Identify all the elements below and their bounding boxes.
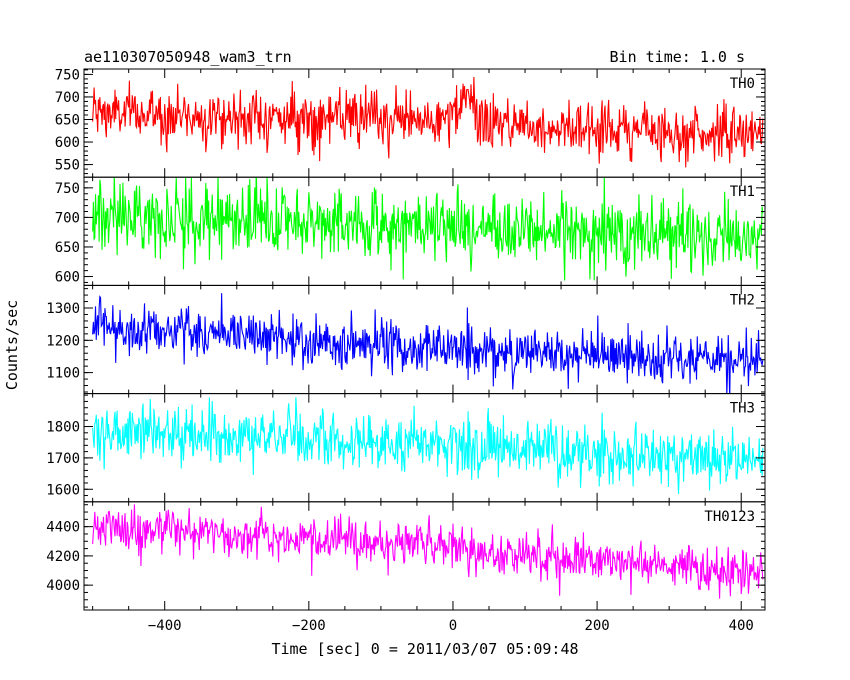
- series-line-th0123: [92, 504, 764, 599]
- y-tick-label: 550: [55, 158, 80, 174]
- y-axis-title: Counts/sec: [3, 300, 21, 390]
- y-tick-label: 4200: [46, 549, 80, 565]
- panel-label-th1: TH1: [730, 184, 755, 200]
- y-tick-label: 4000: [46, 578, 80, 594]
- panel-th3: 1600 1700 1800 TH3: [46, 393, 766, 503]
- panel-label-th3: TH3: [730, 401, 755, 417]
- panel-th1: 600 650 700 750 TH1: [55, 176, 766, 286]
- y-tick-label: 4400: [46, 520, 80, 536]
- series-line-th1: [92, 177, 764, 281]
- bin-time-label: Bin time: 1.0 s: [610, 48, 745, 66]
- chart-title: ae110307050948_wam3_trn: [84, 48, 292, 66]
- panel-th0123: 4000 4200 4400 TH0123: [46, 501, 766, 611]
- panel-th0: 550 600 650 700 750 TH0: [55, 67, 766, 178]
- x-tick-label: −200: [292, 618, 326, 634]
- y-tick-label: 600: [55, 270, 80, 286]
- y-tick-label: 700: [55, 90, 80, 106]
- y-tick-label: 750: [55, 181, 80, 197]
- y-tick-label: 700: [55, 210, 80, 226]
- x-tick-label: 400: [729, 618, 754, 634]
- y-tick-label: 1100: [46, 366, 80, 382]
- y-tick-label: 750: [55, 67, 80, 83]
- panel-label-th0123: TH0123: [704, 509, 755, 525]
- x-axis-title: Time [sec] 0 = 2011/03/07 05:09:48: [271, 640, 578, 658]
- y-tick-label: 1200: [46, 333, 80, 349]
- y-tick-label: 1700: [46, 451, 80, 467]
- panel-label-th0: TH0: [730, 76, 755, 92]
- y-tick-label: 1800: [46, 420, 80, 436]
- x-tick-label: 0: [449, 618, 457, 634]
- series-line-th3: [92, 397, 764, 494]
- y-tick-label: 650: [55, 112, 80, 128]
- series-line-th2: [92, 293, 764, 394]
- x-tick-label: −400: [148, 618, 182, 634]
- y-tick-label: 1300: [46, 301, 80, 317]
- panel-label-th2: TH2: [730, 292, 755, 308]
- panel-group: 550 600 650 700 750 TH0 600 650 700 750 TH1 1100 120…: [46, 67, 766, 634]
- series-line-th0: [92, 76, 764, 168]
- y-tick-label: 650: [55, 240, 80, 256]
- y-tick-label: 1600: [46, 482, 80, 498]
- y-tick-label: 600: [55, 135, 80, 151]
- panel-th2: 1100 1200 1300 TH2: [46, 284, 766, 395]
- x-tick-label: 200: [584, 618, 609, 634]
